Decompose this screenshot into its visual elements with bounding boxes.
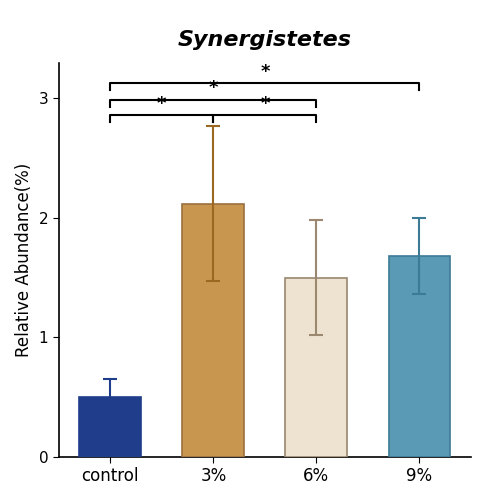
Y-axis label: Relative Abundance(%): Relative Abundance(%) [15, 162, 33, 356]
Title: Synergistetes: Synergistetes [178, 30, 352, 50]
Text: *: * [157, 95, 167, 113]
Bar [285, 278, 347, 456]
Bar [182, 204, 244, 456]
Text: *: * [208, 80, 218, 98]
Text: *: * [260, 95, 270, 113]
Bar [79, 397, 141, 456]
Bar [388, 256, 451, 456]
Text: *: * [260, 62, 270, 80]
